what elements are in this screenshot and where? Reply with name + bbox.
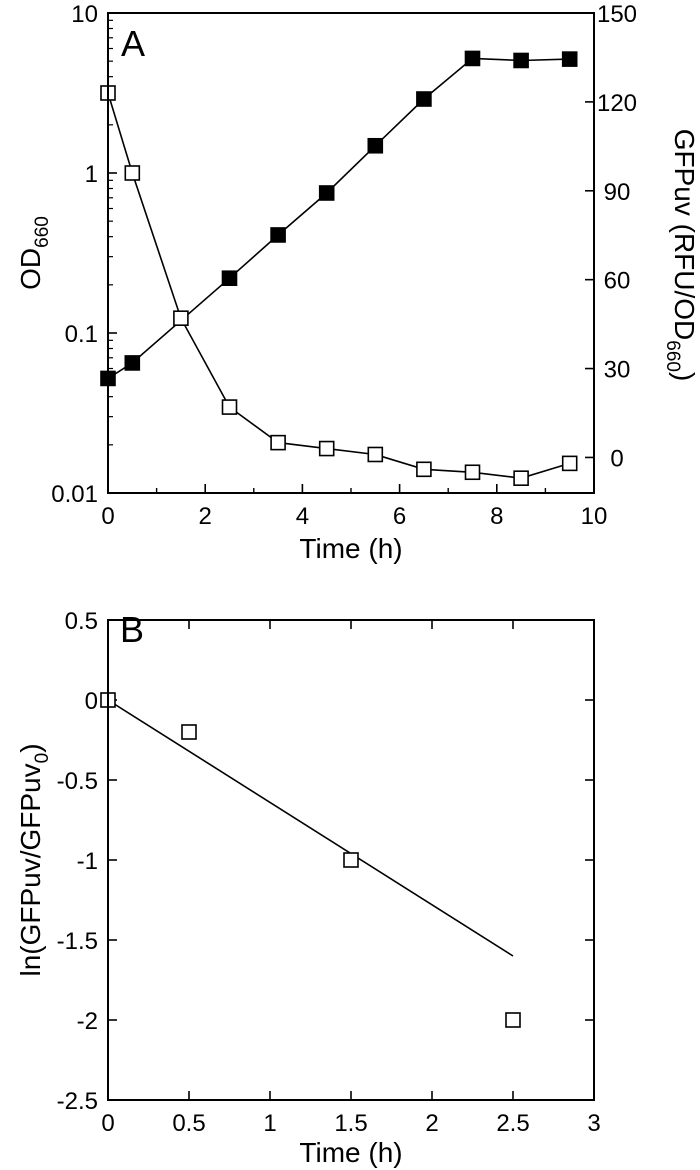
panel-b-label: B bbox=[120, 609, 144, 650]
panel-b-x-axis-title: Time (h) bbox=[299, 1137, 402, 1168]
panel-a-x-ticks: 0 2 4 6 8 10 bbox=[101, 484, 607, 530]
x-tick-label: 4 bbox=[296, 503, 309, 530]
od660-data-point bbox=[513, 52, 529, 69]
y-tick-label: -1.5 bbox=[57, 928, 98, 955]
x-tick-label: 0.5 bbox=[172, 1110, 205, 1137]
gfpuv-data-point bbox=[124, 165, 141, 181]
y-tick-label: -2 bbox=[77, 1008, 98, 1035]
gfpuv-series-line bbox=[107, 92, 570, 480]
gfpuv-data-point bbox=[561, 455, 578, 472]
od660-data-point bbox=[124, 355, 141, 371]
x-tick-label: 8 bbox=[490, 503, 503, 530]
panel-a-label: A bbox=[121, 23, 145, 64]
panel-b-y-axis-title: ln(GFPuv/GFPuv0) bbox=[15, 743, 53, 976]
panel-b-chart: B 0 0.5 1 1.5 2 2.5 3 0.5 0 -0.5 -1 -1.5 -2 -2.5 Tim… bbox=[15, 608, 601, 1168]
panel-a-x-axis-title: Time (h) bbox=[299, 533, 402, 564]
ln-ratio-data-point bbox=[505, 1012, 521, 1028]
x-tick-label: 2.5 bbox=[496, 1110, 529, 1137]
panel-a-chart: A 0 2 4 6 8 10 0.01 0.1 1 10 0 30 60 90 120 150 Time … bbox=[15, 1, 700, 564]
ln-ratio-data-point bbox=[181, 724, 197, 740]
y-right-tick-label: 120 bbox=[597, 90, 637, 117]
panel-a-data-points bbox=[100, 50, 578, 486]
gfpuv-data-point bbox=[513, 470, 529, 486]
panel-a-y-left-title: OD660 bbox=[15, 216, 53, 290]
x-tick-label: 10 bbox=[581, 503, 608, 530]
od660-series-line bbox=[107, 57, 570, 380]
panel-b-frame bbox=[107, 619, 595, 1101]
x-tick-label: 0 bbox=[101, 503, 114, 530]
y-left-tick-label: 10 bbox=[71, 1, 98, 28]
gfpuv-data-point bbox=[464, 464, 481, 481]
x-tick-label: 1 bbox=[263, 1110, 276, 1137]
gfpuv-data-point bbox=[367, 446, 384, 463]
x-tick-label: 0 bbox=[101, 1110, 114, 1137]
gfpuv-data-point bbox=[270, 434, 286, 451]
y-left-tick-label: 1 bbox=[85, 161, 98, 188]
y-tick-label: -2.5 bbox=[57, 1088, 98, 1115]
x-tick-label: 2 bbox=[425, 1110, 438, 1137]
od660-data-point bbox=[221, 270, 238, 287]
panel-a-y-right-ticks: 0 30 60 90 120 150 bbox=[585, 1, 637, 472]
y-tick-label: 0 bbox=[85, 688, 98, 715]
y-right-tick-label: 0 bbox=[610, 445, 623, 472]
panel-a-y-left-ticks: 0.01 0.1 1 10 bbox=[51, 1, 117, 508]
panel-b-x-ticks: 0 0.5 1 1.5 2 2.5 3 bbox=[101, 620, 601, 1137]
y-right-tick-label: 30 bbox=[604, 357, 631, 384]
y-tick-label: -0.5 bbox=[57, 768, 98, 795]
y-tick-label: -1 bbox=[77, 848, 98, 875]
panel-b-fit-line bbox=[107, 699, 514, 957]
gfpuv-data-point bbox=[416, 461, 432, 478]
panel-b-data-points bbox=[100, 692, 521, 1028]
x-tick-label: 1.5 bbox=[334, 1110, 367, 1137]
od660-data-point bbox=[270, 227, 286, 243]
y-right-tick-label: 90 bbox=[604, 179, 631, 206]
od660-data-point bbox=[318, 185, 335, 201]
y-right-tick-label: 60 bbox=[604, 268, 631, 295]
ln-ratio-data-point bbox=[343, 852, 359, 868]
x-tick-label: 6 bbox=[393, 503, 406, 530]
y-tick-label: 0.5 bbox=[65, 608, 98, 635]
y-left-tick-label: 0.01 bbox=[51, 481, 98, 508]
od660-data-point bbox=[561, 51, 578, 67]
panel-a-frame bbox=[107, 12, 595, 494]
x-tick-label: 2 bbox=[199, 503, 212, 530]
od660-data-point bbox=[367, 137, 384, 154]
panel-b-y-ticks: 0.5 0 -0.5 -1 -1.5 -2 -2.5 bbox=[57, 608, 594, 1115]
panel-a-y-right-title: GFPuv (RFU/OD660) bbox=[662, 129, 700, 382]
panel-a-series-lines bbox=[107, 57, 570, 480]
od660-data-point bbox=[464, 50, 481, 67]
gfpuv-data-point bbox=[221, 399, 238, 415]
gfpuv-data-point bbox=[318, 440, 335, 457]
gfpuv-data-point bbox=[173, 310, 189, 326]
y-right-tick-label: 150 bbox=[597, 1, 637, 28]
x-tick-label: 3 bbox=[587, 1110, 600, 1137]
fit-line bbox=[107, 699, 514, 957]
y-left-tick-label: 0.1 bbox=[65, 321, 98, 348]
od660-data-point bbox=[416, 91, 432, 107]
